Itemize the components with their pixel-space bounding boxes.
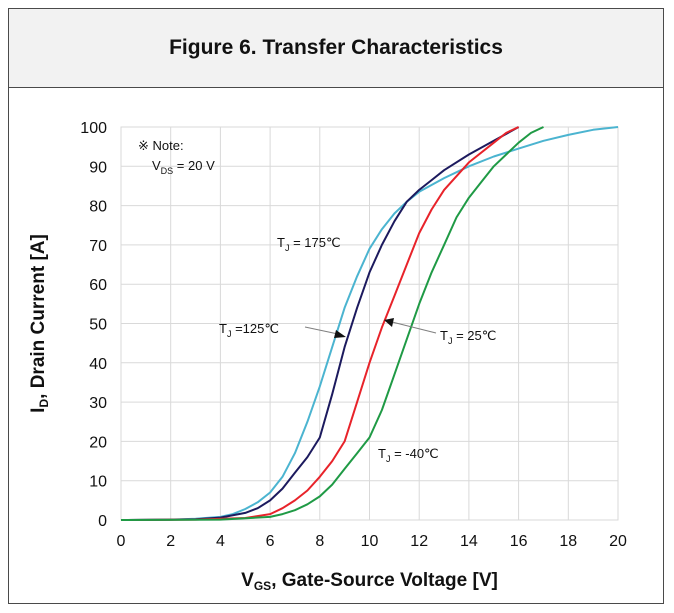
plot-area (120, 126, 619, 521)
y-tick-label: 30 (89, 395, 107, 412)
series-label: TJ = 25℃ (440, 328, 496, 346)
series-line (120, 126, 619, 521)
y-tick-label: 40 (89, 356, 107, 373)
x-axis-title: VGS, Gate-Source Voltage [V] (241, 570, 498, 593)
x-tick-label: 2 (166, 533, 175, 550)
figure-frame: Figure 6. Transfer Characteristics (8, 8, 664, 604)
x-tick-label: 10 (361, 533, 379, 550)
y-tick-label: 20 (89, 434, 107, 451)
y-axis-title: ID, Drain Current [A] (28, 234, 51, 413)
note-vds-label: VDS = 20 V (152, 158, 215, 176)
y-tick-label: 50 (89, 317, 107, 334)
annotation-leader (304, 326, 339, 335)
series-label: TJ = 175℃ (277, 235, 341, 253)
x-tick-label: 14 (460, 533, 478, 550)
x-tick-label: 4 (216, 533, 225, 550)
series-line (120, 126, 520, 521)
series-label: TJ =125℃ (219, 321, 279, 339)
series-line (120, 126, 520, 521)
y-tick-label: 0 (98, 513, 107, 530)
y-tick-label: 70 (89, 238, 107, 255)
annotation-leader (391, 321, 437, 334)
series-label: TJ = -40℃ (378, 446, 439, 464)
x-tick-label: 8 (315, 533, 324, 550)
x-tick-label: 6 (266, 533, 275, 550)
figure-title: Figure 6. Transfer Characteristics (169, 36, 503, 59)
y-tick-label: 60 (89, 277, 107, 294)
y-tick-label: 10 (89, 474, 107, 491)
note-label: ※ Note: (138, 138, 184, 153)
x-tick-label: 12 (410, 533, 428, 550)
y-tick-label: 80 (89, 199, 107, 216)
x-tick-label: 20 (609, 533, 627, 550)
annotation-arrowhead (384, 318, 394, 327)
annotation-arrowhead (334, 330, 346, 338)
y-tick-label: 90 (89, 159, 107, 176)
x-tick-label: 18 (559, 533, 577, 550)
figure-title-bar: Figure 6. Transfer Characteristics (9, 9, 663, 88)
y-tick-label: 100 (80, 120, 107, 137)
series-line (120, 126, 544, 521)
x-tick-label: 0 (117, 533, 126, 550)
x-tick-label: 16 (510, 533, 528, 550)
